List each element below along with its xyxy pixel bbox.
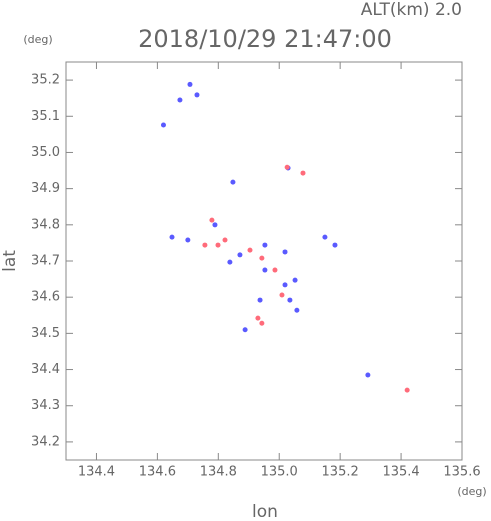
x-axis-label: lon xyxy=(252,502,278,521)
echo-point xyxy=(247,247,253,253)
echo-point xyxy=(259,320,265,326)
echo-point xyxy=(169,234,175,240)
y-tick-label: 34.5 xyxy=(31,326,60,341)
plot-frame xyxy=(65,61,463,461)
x-tick-label: 135.6 xyxy=(443,465,480,480)
echo-point xyxy=(282,249,288,255)
echo-point xyxy=(262,267,268,273)
y-tick-label: 34.7 xyxy=(31,254,60,269)
echo-point xyxy=(222,237,228,243)
echo-point xyxy=(279,292,285,298)
echo-point xyxy=(202,242,208,248)
echo-point xyxy=(177,97,183,103)
echo-point xyxy=(209,217,215,223)
echo-point xyxy=(212,222,218,228)
echo-point xyxy=(185,237,191,243)
echo-point xyxy=(194,92,200,98)
y-tick-label: 34.8 xyxy=(31,217,60,232)
x-tick-label: 134.8 xyxy=(200,465,237,480)
echo-point xyxy=(227,259,233,265)
x-tick-label: 134.6 xyxy=(139,465,176,480)
echo-point xyxy=(322,234,328,240)
echo-point xyxy=(262,242,268,248)
x-tick-label: 134.4 xyxy=(78,465,115,480)
echo-point xyxy=(272,267,278,273)
x-tick-label: 135.0 xyxy=(261,465,298,480)
y-tick-label: 35.2 xyxy=(31,73,60,88)
echo-point xyxy=(284,164,290,170)
echo-point xyxy=(282,282,288,288)
x-unit: (deg) xyxy=(457,485,486,498)
echo-point xyxy=(332,242,338,248)
y-tick-label: 34.9 xyxy=(31,181,60,196)
x-tick-label: 135.4 xyxy=(382,465,419,480)
x-tick-label: 135.2 xyxy=(322,465,359,480)
annotation: ALT(km) 2.0 xyxy=(361,0,462,20)
echo-point xyxy=(230,179,236,185)
y-tick-label: 34.2 xyxy=(31,434,60,449)
y-tick-label: 34.4 xyxy=(31,362,60,377)
y-tick-label: 35.0 xyxy=(31,145,60,160)
echo-point xyxy=(287,297,293,303)
y-tick-label: 35.1 xyxy=(31,109,60,124)
echo-point xyxy=(292,277,298,283)
echo-point xyxy=(242,327,248,333)
echo-point xyxy=(215,242,221,248)
echo-point xyxy=(365,372,371,378)
y-axis-label: lat xyxy=(0,250,20,272)
echo-point xyxy=(255,315,261,321)
echo-point xyxy=(187,81,193,87)
echo-point xyxy=(300,170,306,176)
echo-point xyxy=(404,387,410,393)
echo-point xyxy=(237,252,243,258)
chart-title: 2018/10/29 21:47:00 xyxy=(138,25,392,53)
echo-point xyxy=(160,122,166,128)
echo-point xyxy=(259,255,265,261)
y-tick-label: 34.6 xyxy=(31,290,60,305)
y-tick-label: 34.3 xyxy=(31,398,60,413)
echo-point xyxy=(294,307,300,313)
y-unit: (deg) xyxy=(23,33,52,46)
echo-point xyxy=(257,297,263,303)
